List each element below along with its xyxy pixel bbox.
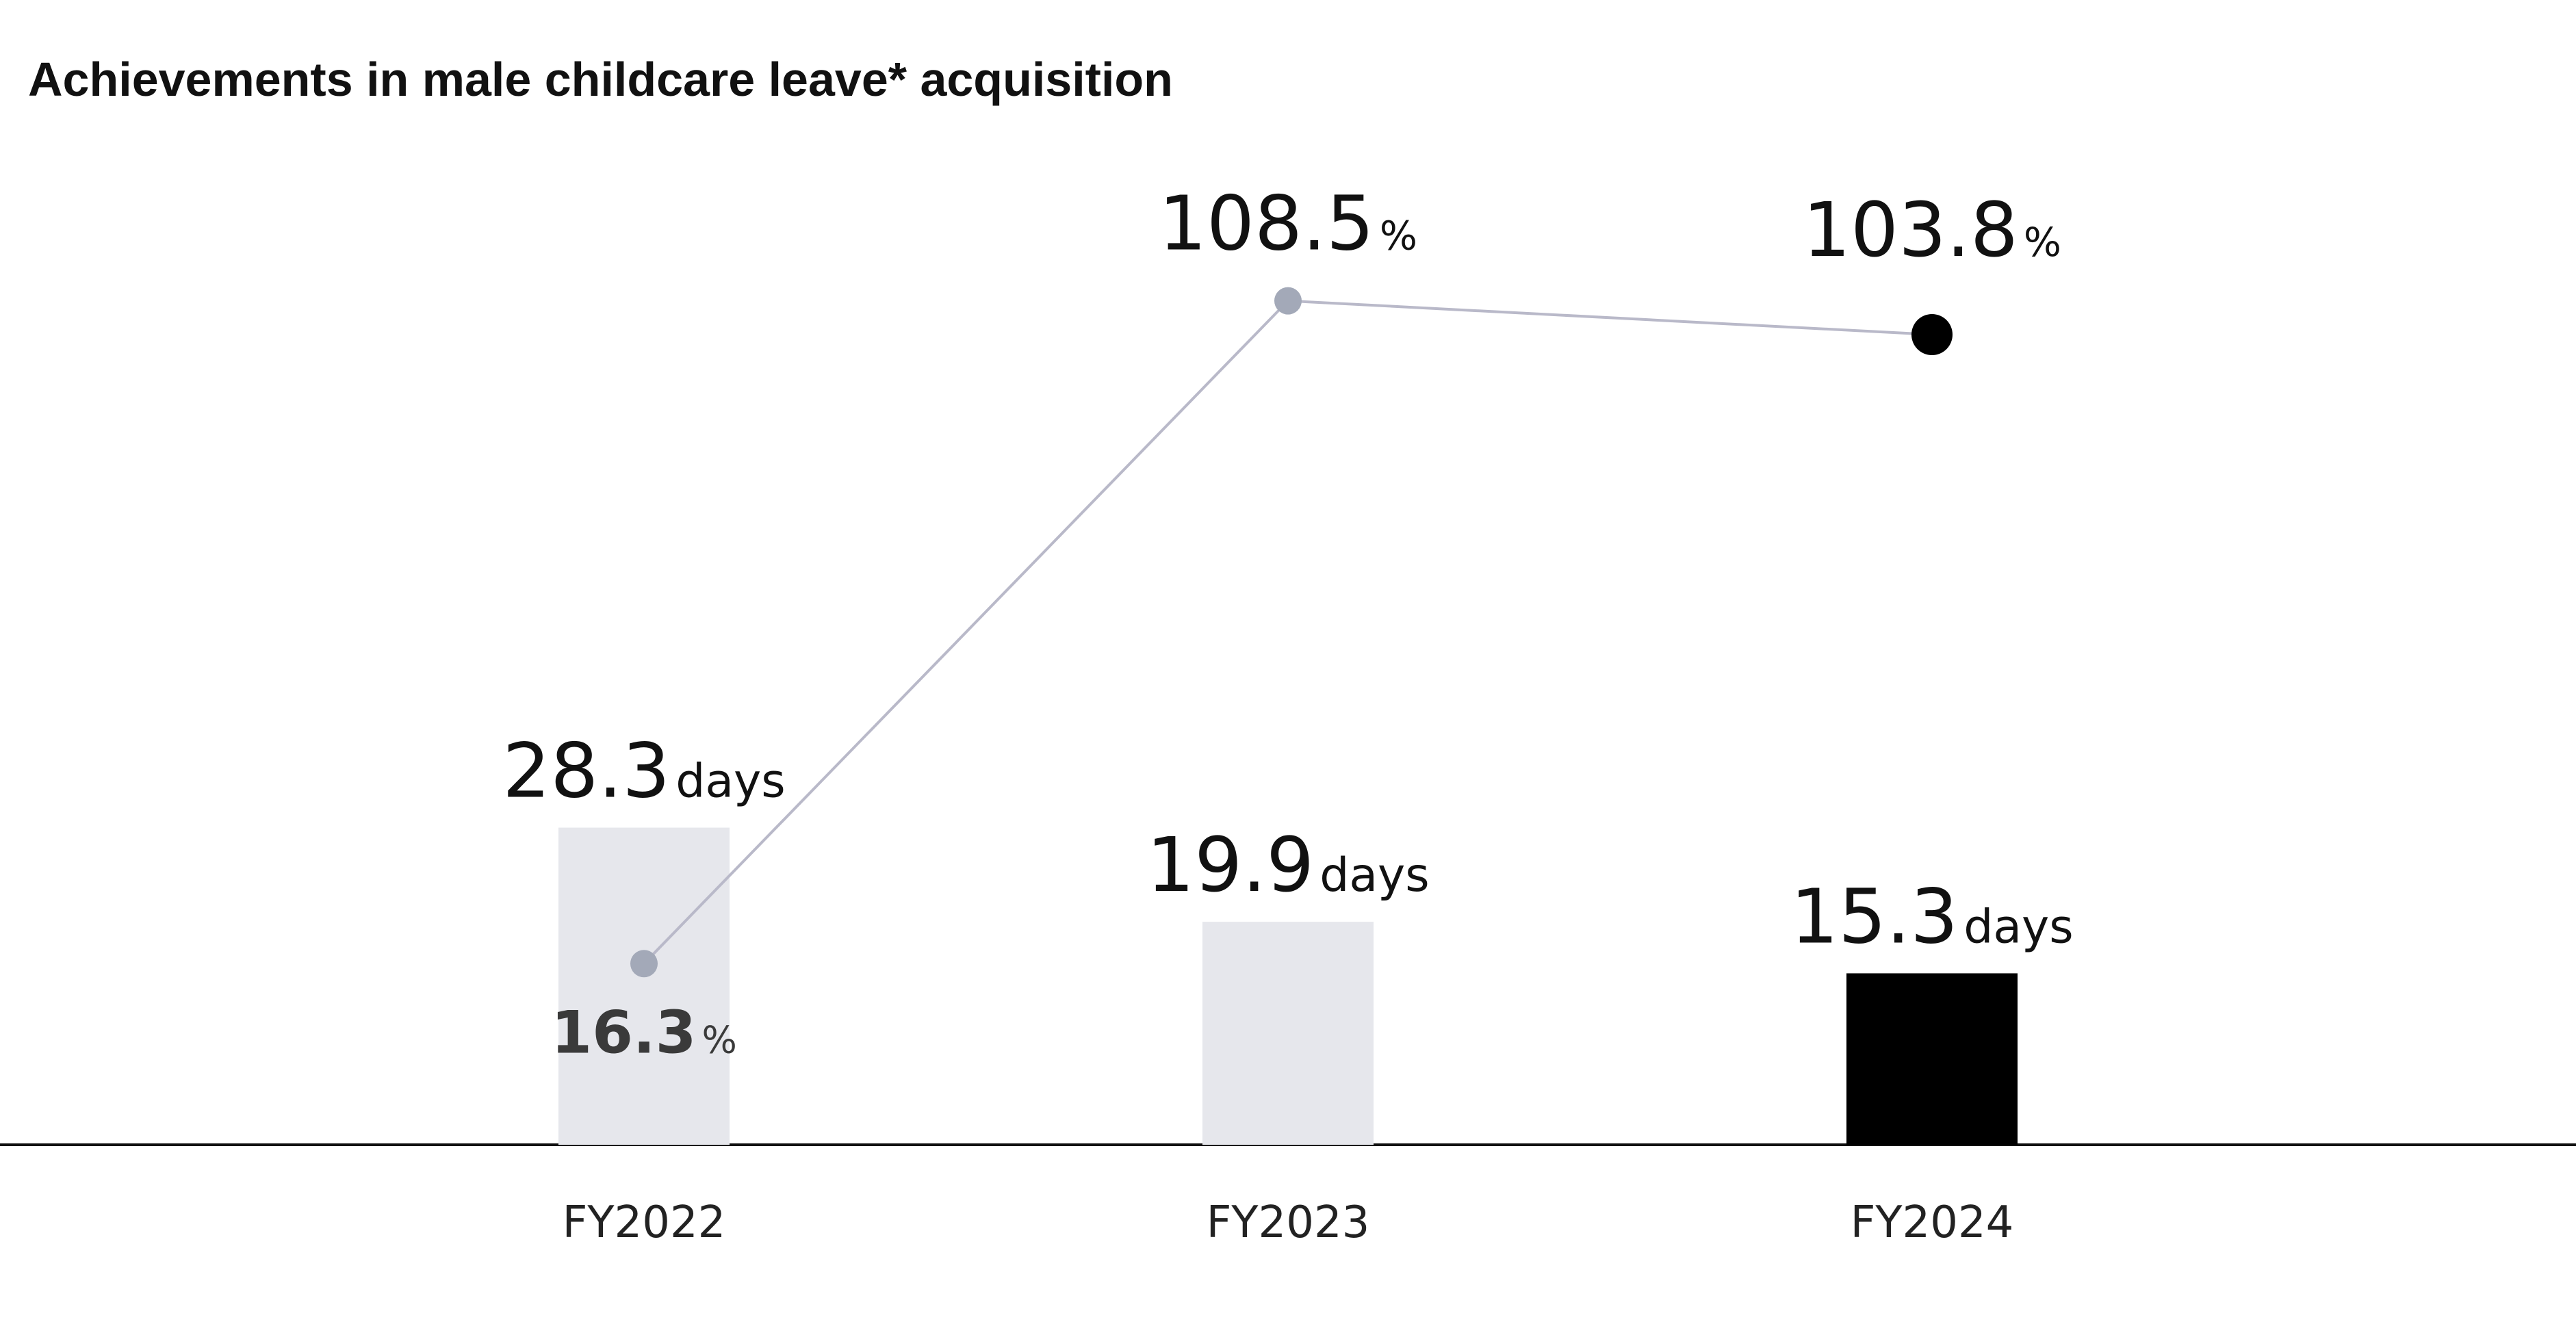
data-label: 15.3 days — [1790, 872, 2073, 960]
data-label: 19.9 days — [1146, 821, 1429, 909]
x-tick-label: FY2024 — [1851, 1197, 2014, 1248]
x-tick-label: FY2023 — [1207, 1197, 1370, 1248]
bar — [558, 827, 730, 1145]
x-tick-label: FY2022 — [563, 1197, 726, 1248]
data-label-value: 28.3 — [502, 727, 670, 815]
data-label-unit: % — [1380, 213, 1417, 259]
line-point — [630, 950, 658, 978]
data-label-value: 19.9 — [1146, 821, 1314, 909]
data-label-unit: % — [701, 1018, 736, 1061]
line-point — [1274, 287, 1302, 315]
line-point — [1911, 313, 1953, 355]
bar — [1202, 922, 1374, 1145]
data-label-value: 108.5 — [1159, 180, 1374, 268]
data-label: 103.8% — [1803, 186, 2061, 274]
data-label-value: 103.8 — [1803, 186, 2018, 274]
data-label-value: 16.3 — [551, 998, 696, 1067]
data-label: 28.3 days — [502, 727, 785, 815]
chart-title: Achievements in male childcare leave* ac… — [28, 53, 1173, 106]
data-label-unit: days — [675, 755, 786, 809]
data-label: 108.5% — [1159, 180, 1417, 268]
data-label-unit: days — [1963, 900, 2074, 954]
data-label-value: 15.3 — [1790, 872, 1958, 960]
bar — [1846, 973, 2018, 1145]
data-label: 16.3% — [551, 998, 737, 1067]
data-label-unit: days — [1319, 848, 1430, 903]
data-label-unit: % — [2024, 219, 2061, 265]
